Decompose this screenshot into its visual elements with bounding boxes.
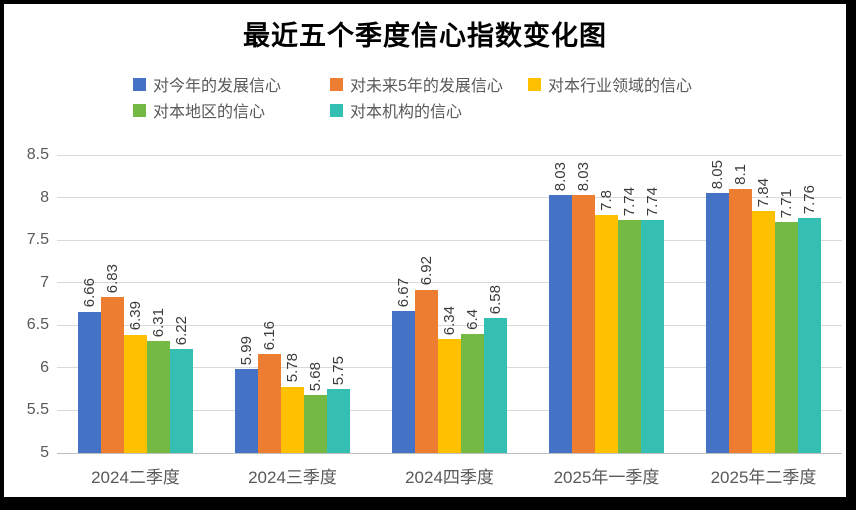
legend-label: 对未来5年的发展信心 (350, 78, 503, 95)
bar-2024三季度-s4 (327, 389, 350, 453)
legend-swatch-icon (528, 77, 541, 91)
data-label: 5.99 (237, 335, 255, 365)
data-label: 8.03 (551, 161, 569, 192)
x-axis-category-label: 2024四季度 (405, 468, 494, 487)
data-label: 8.05 (708, 160, 726, 190)
bar-2025年一季度-s1 (572, 195, 595, 453)
gridline (57, 452, 842, 454)
data-label: 7.84 (754, 178, 772, 208)
data-label: 5.78 (283, 353, 301, 383)
data-label: 7.8 (597, 189, 615, 211)
data-label: 6.4 (463, 308, 481, 330)
chart-title: 最近五个季度信心指数变化图 (243, 21, 607, 51)
gridline (57, 154, 842, 156)
gridline (57, 239, 842, 241)
x-axis-category-label: 2024三季度 (248, 468, 337, 487)
data-label: 6.31 (149, 308, 167, 338)
y-axis-tick-label: 7.5 (26, 231, 49, 249)
y-axis-tick-label: 7 (40, 273, 49, 291)
bar-2025年二季度-s3 (775, 222, 798, 453)
y-axis-tick-label: 8 (40, 188, 49, 206)
gridline (57, 197, 842, 199)
data-label: 8.03 (574, 161, 592, 192)
bar-2025年一季度-s2 (595, 214, 618, 453)
bar-2024三季度-s1 (258, 354, 281, 453)
data-label: 6.67 (394, 277, 412, 307)
y-axis-tick-label: 5 (40, 444, 49, 461)
data-label: 8.1 (731, 164, 749, 186)
y-axis-tick-label: 6.5 (26, 316, 49, 334)
data-label: 6.39 (126, 301, 144, 331)
data-label: 7.74 (620, 186, 638, 216)
bar-2024四季度-s0 (392, 310, 415, 453)
legend-swatch-icon (133, 103, 146, 117)
legend-label: 对今年的发展信心 (153, 78, 282, 95)
legend-item: 对本机构的信心 (330, 101, 463, 121)
bar-2025年二季度-s4 (798, 218, 821, 453)
bar-2025年二季度-s2 (752, 211, 775, 453)
data-label: 6.83 (103, 264, 121, 294)
data-label: 6.34 (440, 305, 458, 335)
data-label: 7.76 (800, 184, 818, 215)
y-axis-tick-label: 6 (40, 358, 49, 376)
data-label: 6.92 (417, 256, 435, 286)
y-axis-tick-label: 5.5 (26, 401, 49, 419)
data-label: 6.22 (172, 315, 190, 346)
bar-2024三季度-s0 (235, 368, 258, 453)
legend-item: 对本行业领域的信心 (528, 75, 693, 95)
legend-swatch-icon (133, 77, 146, 91)
legend-label: 对本行业领域的信心 (548, 78, 693, 95)
x-axis-category-label: 2025年二季度 (710, 468, 817, 487)
legend-label: 对本机构的信心 (350, 104, 463, 121)
bar-2024四季度-s2 (438, 338, 461, 453)
legend-item: 对未来5年的发展信心 (330, 75, 503, 95)
data-label: 5.68 (306, 361, 324, 392)
bar-2024二季度-s4 (170, 349, 193, 453)
gridline (57, 324, 842, 326)
x-axis-category-label: 2025年一季度 (553, 468, 660, 487)
legend-swatch-icon (330, 77, 343, 91)
bar-2025年二季度-s1 (729, 189, 752, 453)
data-label: 5.75 (329, 355, 347, 386)
bar-2025年一季度-s0 (549, 195, 572, 453)
x-axis-category-label: 2024二季度 (91, 468, 180, 487)
bar-2024二季度-s3 (147, 341, 170, 453)
data-label: 7.71 (777, 189, 795, 219)
bar-2024二季度-s0 (78, 311, 101, 453)
legend-label: 对本地区的信心 (153, 104, 266, 121)
legend-swatch-icon (330, 103, 343, 117)
bar-2024四季度-s4 (484, 318, 507, 453)
bar-2025年一季度-s3 (618, 219, 641, 453)
bar-2024二季度-s1 (101, 297, 124, 453)
legend-item: 对本地区的信心 (133, 101, 266, 121)
bar-2025年一季度-s4 (641, 219, 664, 453)
bar-2024四季度-s3 (461, 333, 484, 453)
data-label: 6.58 (486, 285, 504, 315)
legend-item: 对今年的发展信心 (133, 75, 282, 95)
bar-2024三季度-s3 (304, 395, 327, 453)
plot-area: 8.5 8 7.5 7 6.5 6 5.5 5 6.66 6.83 6.39 6.31 6.22 2024… (27, 146, 842, 487)
data-label: 6.66 (80, 278, 98, 308)
bar-2024二季度-s2 (124, 334, 147, 453)
bar-2024三季度-s2 (281, 386, 304, 453)
bar-2025年二季度-s0 (706, 193, 729, 453)
data-label: 6.16 (260, 321, 278, 351)
bar-2024四季度-s1 (415, 289, 438, 453)
gridline (57, 282, 842, 284)
data-label: 7.74 (643, 186, 661, 216)
y-axis-tick-label: 8.5 (26, 146, 49, 163)
